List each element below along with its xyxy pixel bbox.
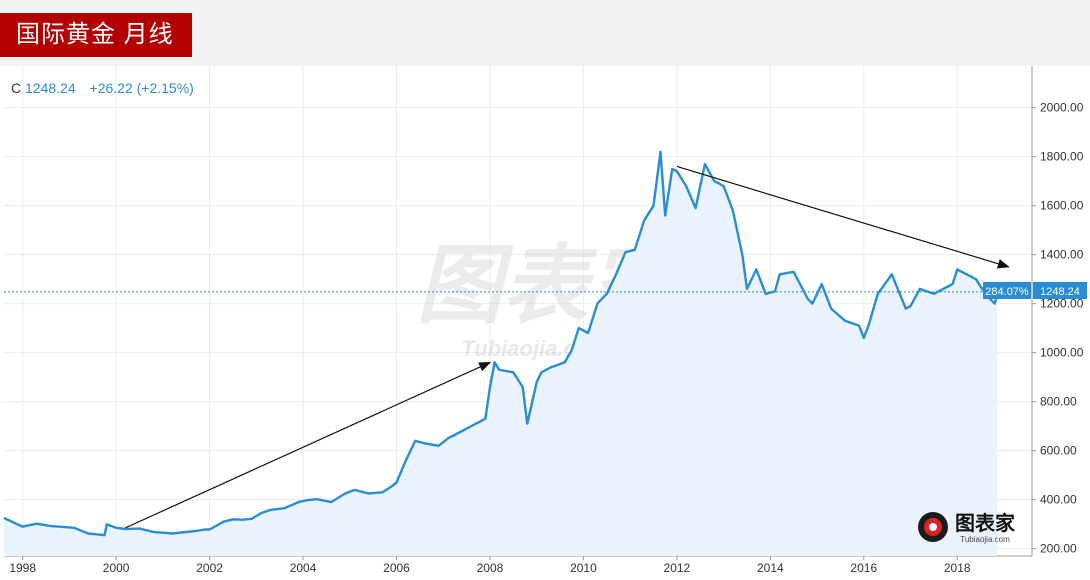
- price-area: [4, 151, 997, 557]
- logo-cn: 图表家: [955, 511, 1016, 535]
- trend-arrow: [125, 361, 492, 529]
- y-tick-label: 200.00: [1040, 542, 1077, 556]
- annotation-arrows: [125, 165, 1010, 529]
- x-tick-label: 2000: [103, 561, 130, 575]
- quote-line: C 1248.24 +26.22 (+2.15%): [11, 80, 194, 96]
- y-tick-label: 2000.00: [1040, 101, 1084, 115]
- x-tick-label: 2016: [850, 561, 877, 575]
- price-badge: 1248.24: [1033, 282, 1087, 299]
- x-axis: 1998 2000 2002 2004 2006 2008 2010 2012 2014 2016…: [9, 556, 971, 575]
- quote-change: +26.22 (+2.15%): [89, 80, 194, 96]
- y-tick-label: 400.00: [1040, 493, 1077, 507]
- x-tick-label: 2018: [944, 561, 971, 575]
- pct-badge: 284.07%: [983, 282, 1031, 299]
- x-tick-label: 2008: [477, 561, 504, 575]
- x-tick-label: 1998: [9, 561, 36, 575]
- y-tick-label: 1400.00: [1040, 248, 1084, 262]
- x-tick-label: 2004: [290, 561, 317, 575]
- y-tick-label: 1200.00: [1040, 297, 1084, 311]
- pct-badge-label: 284.07%: [985, 286, 1029, 298]
- y-tick-label: 800.00: [1040, 395, 1077, 409]
- quote-prefix: C: [11, 80, 22, 96]
- y-axis: 200.00 400.00 600.00 800.00 1000.00 1200.00 14…: [1032, 101, 1084, 556]
- logo-en: Tubiaojia.com: [960, 535, 1010, 544]
- y-tick-label: 1000.00: [1040, 346, 1084, 360]
- brand-logo: 图表家 Tubiaojia.com: [918, 511, 1016, 544]
- y-tick-label: 600.00: [1040, 444, 1077, 458]
- y-tick-label: 1600.00: [1040, 199, 1084, 213]
- trend-arrow: [676, 165, 1010, 269]
- price-line: [3, 150, 999, 537]
- x-tick-label: 2006: [383, 561, 410, 575]
- x-tick-label: 2014: [757, 561, 784, 575]
- quote-last: 1248.24: [25, 80, 76, 96]
- x-tick-label: 2010: [570, 561, 597, 575]
- price-badge-label: 1248.24: [1040, 286, 1080, 298]
- x-tick-label: 2002: [196, 561, 223, 575]
- page-title: 国际黄金 月线: [0, 13, 192, 57]
- x-tick-label: 2012: [664, 561, 691, 575]
- y-tick-label: 1800.00: [1040, 150, 1084, 164]
